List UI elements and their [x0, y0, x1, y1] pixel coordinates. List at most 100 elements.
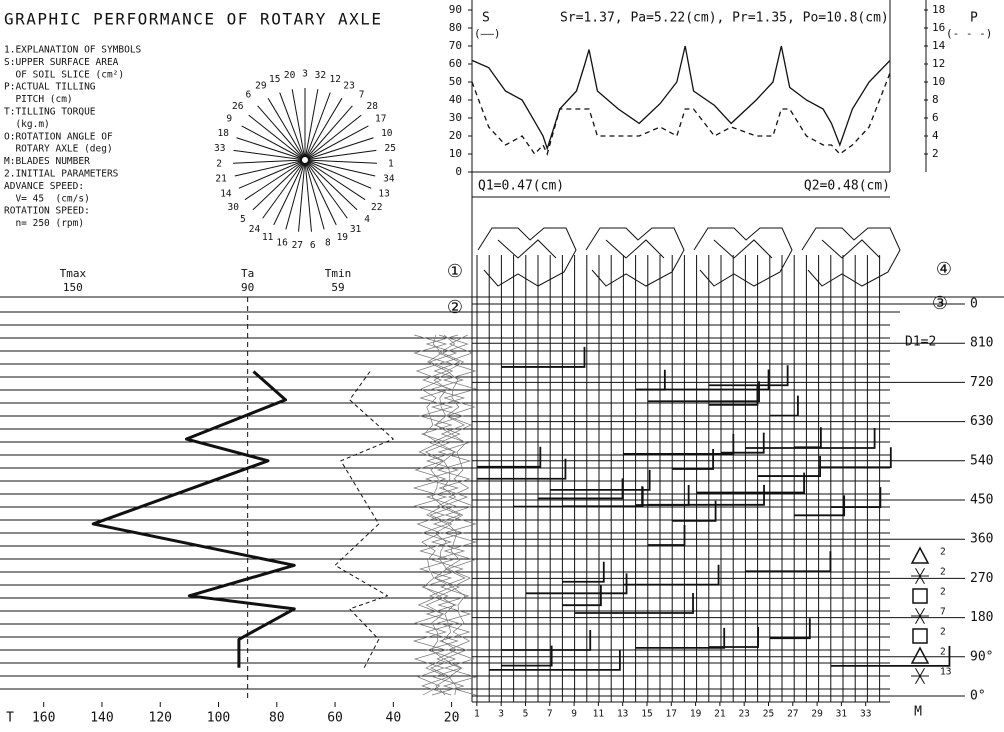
trace — [635, 369, 770, 391]
y-tick-label: 450 — [970, 493, 993, 508]
trace — [501, 645, 553, 667]
note-line: 2.INITIAL PARAMETERS — [4, 169, 119, 180]
x-tick-label: 160 — [32, 711, 55, 726]
x-tick-label: 23 — [738, 709, 749, 720]
y-tick-label: 60 — [449, 57, 462, 70]
blade-label: 1 — [388, 158, 394, 169]
trace — [794, 495, 846, 517]
blade-label: 15 — [269, 74, 280, 85]
blade-section — [821, 239, 881, 259]
trace — [794, 427, 822, 449]
spoke — [304, 159, 366, 201]
blade-label: 2 — [216, 158, 222, 169]
trace — [672, 500, 717, 522]
y-tick-label: 90° — [970, 649, 993, 664]
blade-label: 24 — [249, 224, 261, 235]
blade-section — [605, 239, 665, 259]
y2-tick-label: 10 — [932, 75, 945, 88]
note-line: n= 250 (rpm) — [4, 218, 84, 229]
spoke — [304, 92, 331, 161]
x-tick-label: 13 — [617, 709, 628, 720]
trace — [757, 456, 822, 477]
y-tick-label: 0 — [970, 297, 978, 312]
x-tick-label: 31 — [836, 709, 848, 720]
spoke — [304, 105, 353, 161]
spoke — [248, 114, 306, 161]
spoke — [304, 137, 374, 161]
y-tick-label: 180 — [970, 610, 993, 625]
y-tick-label: 540 — [970, 453, 993, 468]
blade-label: 14 — [220, 188, 232, 199]
y2-tick-label: 2 — [932, 147, 939, 160]
y-tick-label: 0° — [970, 689, 986, 704]
spoke — [304, 159, 312, 232]
trace — [501, 630, 592, 651]
blade-label: 32 — [315, 70, 326, 81]
spoke — [234, 159, 306, 177]
y2-tick-label: 16 — [932, 21, 945, 34]
spoke — [304, 159, 358, 211]
torque-curve — [334, 371, 394, 668]
x-tick-label: 7 — [547, 709, 553, 720]
blade-label: 33 — [214, 143, 225, 154]
trace — [562, 561, 605, 583]
note-line: OF SOIL SLICE (cm²) — [4, 69, 124, 80]
x-axis-label: T — [6, 711, 14, 726]
note-line: (kg.m) — [4, 119, 50, 130]
callout: ① — [447, 261, 463, 282]
trace — [708, 365, 789, 387]
hatch — [442, 334, 478, 696]
trace — [635, 627, 726, 649]
blade-label: 28 — [367, 101, 379, 112]
y2-tick-label: 18 — [932, 3, 945, 16]
trace — [562, 585, 602, 607]
y-tick-label: 720 — [970, 375, 993, 390]
y-tick-label: 630 — [970, 414, 993, 429]
y-tick-label: 20 — [449, 129, 462, 142]
hatch — [436, 334, 472, 696]
hub — [300, 155, 310, 165]
symbol-count: 2 — [940, 567, 946, 578]
trace — [647, 484, 765, 506]
marker-value: 90 — [241, 281, 254, 294]
trace — [623, 564, 720, 586]
note-line: ROTATION SPEED: — [4, 206, 90, 217]
blade-label: 30 — [228, 202, 240, 213]
blade-label: 29 — [255, 81, 267, 92]
marker-label: Ta — [241, 267, 254, 280]
trace — [513, 486, 644, 508]
x-tick-label: 11 — [593, 709, 605, 720]
blade-label: 19 — [337, 232, 349, 243]
x-axis-label: M — [914, 705, 922, 720]
y-tick-label: 810 — [970, 336, 993, 351]
series-line — [471, 72, 891, 156]
spoke — [233, 149, 306, 161]
legend-name: P — [970, 11, 978, 26]
x-tick-label: 80 — [269, 711, 285, 726]
trace — [830, 487, 882, 508]
spoke — [238, 159, 306, 189]
blade-label: 6 — [310, 240, 316, 251]
trace — [635, 484, 690, 506]
trace — [721, 432, 765, 454]
blade-section — [713, 239, 773, 259]
symbol-count: 13 — [940, 667, 951, 678]
trace — [623, 433, 735, 455]
symbol-triangle — [910, 546, 930, 564]
note-line: ADVANCE SPEED: — [4, 181, 84, 192]
spoke — [304, 159, 377, 164]
spoke — [304, 149, 377, 161]
note-line: M:BLADES NUMBER — [4, 156, 90, 167]
x-tick-label: 1 — [474, 709, 480, 720]
trace — [672, 449, 714, 470]
trace — [525, 573, 628, 595]
trace — [477, 446, 542, 468]
y-tick-label: 30 — [449, 111, 462, 124]
spoke — [291, 89, 306, 161]
blade-label: 8 — [325, 237, 331, 248]
blade-label: 18 — [217, 128, 229, 139]
x-tick-label: 3 — [498, 709, 504, 720]
x-tick-label: 33 — [860, 709, 871, 720]
marker-label: Tmin — [325, 267, 352, 280]
symbol-triangle — [910, 646, 930, 664]
